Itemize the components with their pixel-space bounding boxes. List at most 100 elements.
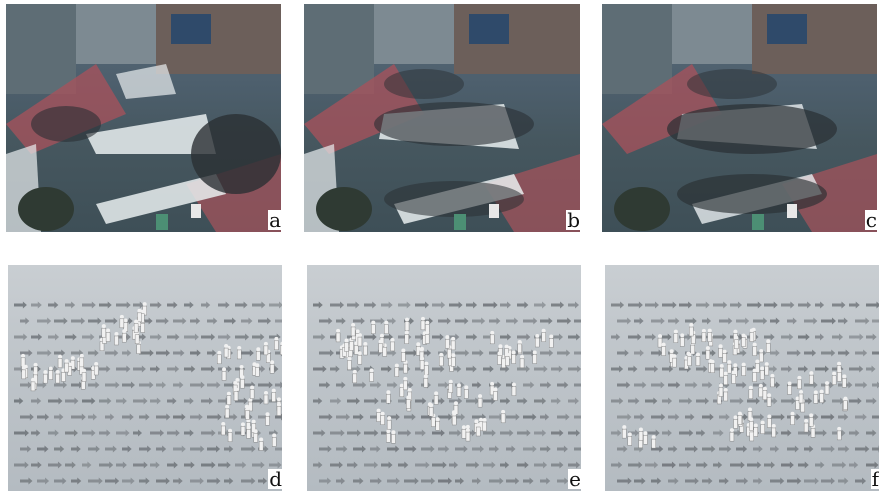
flow-arrow <box>866 461 879 469</box>
flow-arrow <box>353 381 367 389</box>
flow-arrow <box>313 365 327 373</box>
crowd-agent <box>695 352 701 366</box>
crossing-photo-b <box>304 4 580 232</box>
flow-arrow <box>218 461 231 469</box>
flow-arrow <box>702 413 714 421</box>
flow-arrow <box>336 413 351 421</box>
flow-arrow <box>517 333 531 341</box>
flow-arrow <box>235 397 248 405</box>
flow-arrow <box>540 445 551 453</box>
flow-arrow <box>48 365 58 373</box>
flow-arrow <box>37 317 52 325</box>
flow-arrow <box>849 333 864 341</box>
flow-arrow <box>116 301 131 309</box>
crowd-agent <box>249 385 255 399</box>
crowd-agent <box>762 386 768 400</box>
flow-arrow <box>404 445 417 453</box>
crowd-agent <box>350 322 356 337</box>
crowd-agent <box>263 390 269 405</box>
flow-arrow <box>252 397 264 405</box>
flow-arrow <box>568 397 579 405</box>
flow-arrow <box>224 477 234 485</box>
flow-arrow <box>252 333 265 341</box>
crowd-agent <box>424 330 430 344</box>
flow-arrow <box>770 413 785 421</box>
flow-arrow <box>381 365 392 373</box>
flow-arrow <box>139 317 153 325</box>
crowd-agent <box>737 411 743 425</box>
crowd-agent <box>445 335 450 349</box>
flow-arrow <box>48 301 59 309</box>
flow-arrow <box>489 477 504 485</box>
flow-arrow <box>364 429 379 437</box>
flow-arrow <box>218 333 231 341</box>
flow-arrow <box>133 461 148 469</box>
crowd-agent <box>719 364 724 378</box>
flow-arrow <box>551 461 564 469</box>
flow-arrow <box>838 477 849 485</box>
flow-arrow <box>855 477 867 485</box>
flow-arrow <box>628 461 643 469</box>
flow-arrow <box>421 477 436 485</box>
flow-arrow <box>736 445 748 453</box>
flow-arrow <box>557 477 569 485</box>
crowd-agent <box>419 356 425 370</box>
flow-arrow <box>241 477 256 485</box>
flow-arrow <box>628 397 640 405</box>
flow-arrow <box>611 429 622 437</box>
crowd-agent <box>386 390 391 404</box>
flow-arrow <box>849 301 860 309</box>
crowd-agent <box>748 385 754 399</box>
crowd-agent <box>729 428 735 442</box>
flow-arrow <box>105 445 117 453</box>
flow-arrow <box>190 317 201 325</box>
crowd-agent <box>57 354 63 368</box>
crowd-agent <box>274 336 279 351</box>
flow-arrow <box>190 413 203 421</box>
crowd-agent <box>680 333 685 347</box>
flow-arrow <box>872 351 879 355</box>
flow-arrow <box>156 413 171 421</box>
crowd-agent <box>255 363 260 377</box>
flow-arrow <box>483 365 494 373</box>
flow-arrow <box>787 477 802 485</box>
flow-arrow <box>347 365 361 373</box>
simulation-render-e <box>313 301 581 485</box>
flow-arrow <box>500 397 511 405</box>
crowd-agent <box>758 383 764 398</box>
crowd-agent <box>731 370 736 384</box>
flow-arrow <box>65 429 78 437</box>
crowd-agent <box>376 408 381 422</box>
flow-arrow <box>668 445 678 453</box>
flow-arrow <box>736 349 747 357</box>
flow-arrow <box>398 301 411 309</box>
flow-arrow <box>568 333 581 341</box>
flow-arrow <box>364 333 377 341</box>
crowd-agent <box>423 374 429 388</box>
flow-arrow <box>99 301 112 309</box>
flow-arrow <box>330 429 345 437</box>
flow-arrow <box>14 429 29 437</box>
flow-arrow <box>849 397 862 405</box>
flow-arrow <box>201 461 216 469</box>
flow-arrow <box>404 381 414 389</box>
flow-arrow <box>156 477 170 485</box>
flow-arrow <box>662 301 677 309</box>
flow-arrow <box>662 397 673 405</box>
crowd-agent <box>747 407 753 421</box>
crowd-agent <box>21 365 27 380</box>
crowd-agent <box>369 368 374 382</box>
flow-arrow <box>719 477 729 485</box>
flow-arrow <box>336 445 348 453</box>
flow-arrow <box>88 317 102 325</box>
flow-arrow <box>404 477 419 485</box>
flow-arrow <box>20 413 34 421</box>
flow-arrow <box>634 317 644 325</box>
crowd-agent <box>20 353 26 368</box>
flow-arrow <box>449 301 463 309</box>
flow-arrow <box>781 429 792 437</box>
crowd-agent <box>819 389 824 403</box>
flow-arrow <box>319 349 334 357</box>
flow-arrow <box>167 397 177 405</box>
flow-arrow <box>207 349 217 357</box>
